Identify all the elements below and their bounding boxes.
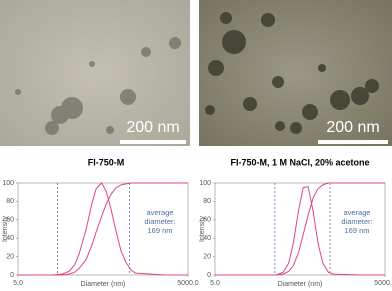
y-tick-label: 0 [10, 272, 14, 279]
x-tick-label: 5000.0 [177, 280, 199, 287]
series-line [18, 182, 188, 276]
annotation: average [343, 208, 370, 217]
y-tick-label: 60 [6, 217, 14, 224]
series-line [18, 182, 188, 276]
y-tick-label: 20 [203, 253, 211, 260]
y-axis-label: Intensity [2, 215, 9, 242]
y-tick-label: 80 [203, 198, 211, 205]
micrograph-right: 200 nm [199, 0, 392, 146]
y-axis-label: Intensity [199, 215, 206, 242]
y-tick-label: 20 [6, 253, 14, 260]
y-tick-label: 0 [207, 272, 211, 279]
y-tick-label: 100 [199, 180, 211, 187]
annotation: 169 nm [344, 226, 369, 235]
x-tick-label: 5.0 [210, 280, 220, 287]
y-tick-label: 40 [6, 235, 14, 242]
y-tick-label: 40 [203, 235, 211, 242]
y-tick-label: 60 [203, 217, 211, 224]
x-axis-label: Diameter (nm) [278, 281, 323, 288]
scale-bar-label: 200 nm [326, 119, 379, 136]
x-axis-label: Diameter (nm) [81, 281, 126, 288]
annotation: 169 nm [147, 226, 172, 235]
annotation: average [146, 208, 173, 217]
micrograph-left: 200 nm [0, 0, 190, 146]
caption: FI-750-M [88, 157, 125, 167]
x-tick-label: 5.0 [13, 280, 23, 287]
plot-frame [17, 182, 189, 276]
caption: FI-750-M, 1 M NaCl, 20% acetone [230, 157, 369, 167]
x-tick-label: 5000.0 [374, 280, 392, 287]
annotation: diameter: [144, 217, 175, 226]
y-tick-label: 100 [2, 180, 14, 187]
annotation: diameter: [341, 217, 372, 226]
y-tick-label: 80 [6, 198, 14, 205]
plot-frame [214, 182, 386, 276]
scale-bar-label: 200 nm [126, 119, 179, 136]
series-line [215, 182, 385, 276]
